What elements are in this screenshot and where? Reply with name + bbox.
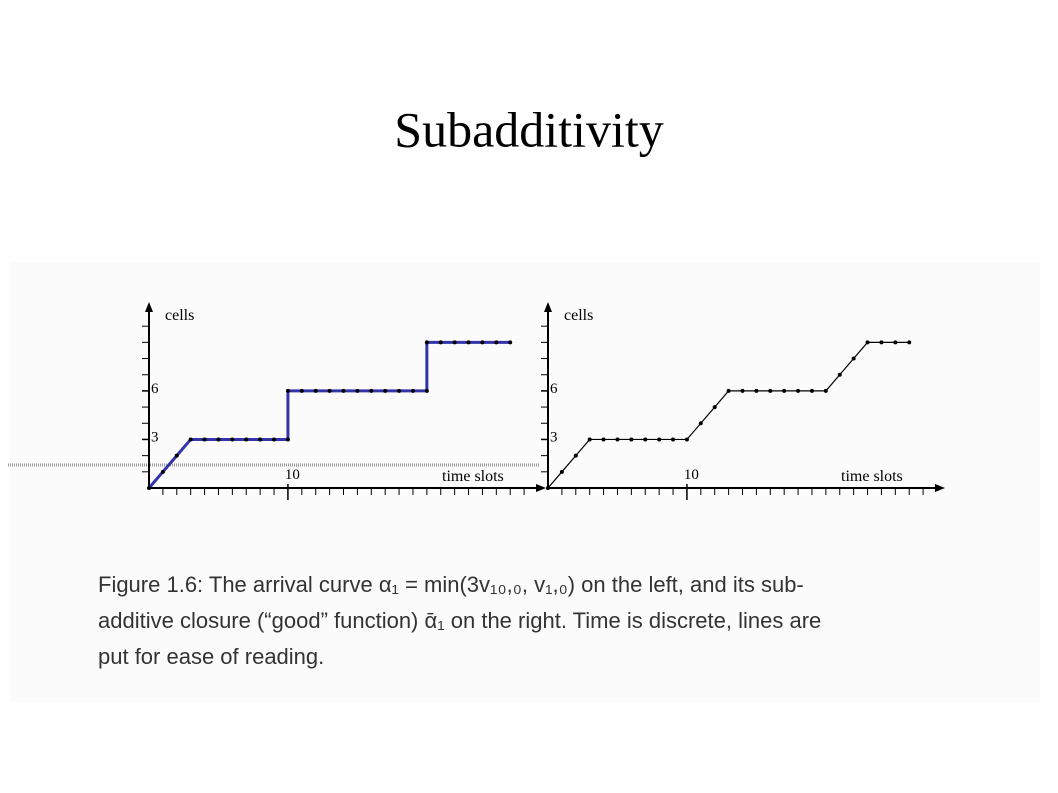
data-point	[424, 388, 429, 393]
data-point	[851, 356, 856, 361]
data-point	[893, 340, 898, 345]
data-point	[643, 437, 648, 442]
x-axis-label: time slots	[841, 468, 903, 485]
data-point	[809, 388, 814, 393]
data-point	[383, 388, 388, 393]
data-point	[327, 388, 332, 393]
data-point	[559, 469, 564, 474]
y-tick-label: 6	[550, 381, 558, 397]
data-point	[823, 388, 828, 393]
y-axis-arrow	[145, 302, 153, 312]
data-point	[684, 437, 689, 442]
x-axis-label: time slots	[442, 468, 504, 485]
data-point	[837, 372, 842, 377]
y-tick-label: 3	[550, 429, 558, 445]
data-point	[216, 437, 221, 442]
data-point	[160, 469, 165, 474]
data-point	[754, 388, 759, 393]
x-axis-arrow	[536, 484, 546, 492]
data-point	[657, 437, 662, 442]
data-point	[629, 437, 634, 442]
data-point	[397, 388, 402, 393]
caption-line: Figure 1.6: The arrival curve α₁ = min(3…	[98, 572, 804, 597]
data-point	[740, 388, 745, 393]
data-point	[768, 388, 773, 393]
y-tick-label: 3	[151, 429, 159, 445]
data-point	[313, 388, 318, 393]
data-point	[341, 388, 346, 393]
y-tick-label: 6	[151, 381, 159, 397]
data-point	[671, 437, 676, 442]
data-point	[796, 388, 801, 393]
data-point	[782, 388, 787, 393]
data-point	[601, 437, 606, 442]
x-tick-label: 10	[684, 467, 699, 483]
data-point	[285, 437, 290, 442]
data-point	[202, 437, 207, 442]
y-axis-arrow	[544, 302, 552, 312]
data-point	[615, 437, 620, 442]
data-point	[508, 340, 513, 345]
data-point	[174, 453, 179, 458]
data-point	[244, 437, 249, 442]
data-point	[299, 388, 304, 393]
data-point	[285, 388, 290, 393]
data-point	[258, 437, 263, 442]
data-point	[494, 340, 499, 345]
data-point	[698, 421, 703, 426]
slide-title: Subadditivity	[394, 101, 663, 157]
data-point	[272, 437, 277, 442]
data-point	[865, 340, 870, 345]
data-point	[480, 340, 485, 345]
data-point	[355, 388, 360, 393]
x-tick-label: 10	[285, 467, 300, 483]
y-axis-label: cells	[564, 307, 593, 324]
data-point	[712, 405, 717, 410]
data-point	[424, 340, 429, 345]
data-point	[587, 437, 592, 442]
data-point	[879, 340, 884, 345]
data-point	[410, 388, 415, 393]
data-point	[438, 340, 443, 345]
y-axis-label: cells	[165, 307, 194, 324]
data-point	[369, 388, 374, 393]
data-point	[188, 437, 193, 442]
data-point	[466, 340, 471, 345]
data-point	[546, 486, 550, 490]
caption-line: additive closure (“good” function) ᾱ₁ on…	[98, 608, 821, 633]
data-point	[147, 486, 151, 490]
data-point	[452, 340, 457, 345]
figure-background	[10, 262, 1040, 702]
caption-line: put for ease of reading.	[98, 644, 324, 669]
data-point	[573, 453, 578, 458]
data-point	[230, 437, 235, 442]
data-point	[726, 388, 731, 393]
data-point	[907, 340, 912, 345]
x-axis-arrow	[935, 484, 945, 492]
